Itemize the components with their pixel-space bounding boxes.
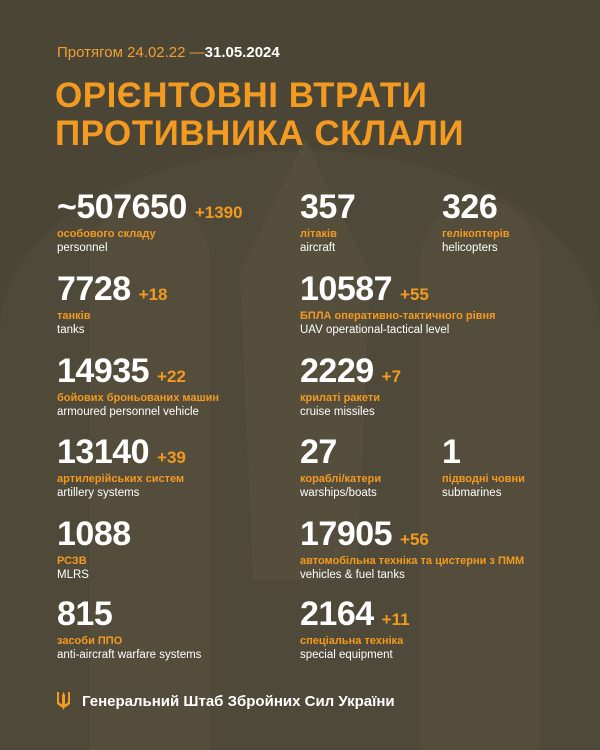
trident-icon — [57, 692, 70, 710]
stat-uav: 10587 +55 БПЛА оперативно-тактичного рівня… — [300, 272, 496, 337]
stat-label-ua: артилерійських систем — [57, 473, 185, 485]
stat-vehicles: 17905 +56 автомобільна техніка та цистерни… — [300, 517, 524, 582]
stat-value: 27 — [300, 433, 337, 471]
stat-label-en: cruise missiles — [300, 406, 375, 418]
stat-value: 2229 — [300, 352, 374, 390]
footer-text: Генеральний Штаб Збройних Сил України — [82, 692, 395, 710]
stat-label-en: special equipment — [300, 649, 393, 661]
stat-label-ua: РСЗВ — [57, 555, 87, 567]
stat-label-en: tanks — [57, 324, 85, 336]
period-text: Протягом 24.02.22 —31.05.2024 — [57, 44, 280, 61]
stat-value: 17905 — [300, 515, 393, 553]
stat-value: 1088 — [57, 515, 131, 553]
stat-mlrs: 1088 РСЗВ MLRS — [57, 517, 131, 582]
stat-label-en: vehicles & fuel tanks — [300, 569, 405, 581]
stat-number-row: 17905 +56 — [300, 517, 524, 551]
stat-value: ~507650 — [57, 188, 187, 226]
stat-label-en: UAV operational-tactical level — [300, 324, 450, 336]
stat-label-ua: спеціальна техніка — [300, 635, 404, 647]
stat-number-row: 14935 +22 — [57, 354, 219, 388]
title-line-1: ОРІЄНТОВНІ ВТРАТИ — [55, 76, 428, 115]
stat-delta: +11 — [381, 610, 410, 629]
stat-label-en: aircraft — [300, 242, 336, 254]
stat-number-row: 2229 +7 — [300, 354, 401, 388]
stat-number-row: 815 — [57, 597, 201, 631]
stat-number-row: 357 — [300, 188, 356, 226]
stat-number-row: 7728 +18 — [57, 272, 167, 306]
stat-value: 7728 — [57, 270, 131, 308]
stat-delta: +18 — [138, 285, 168, 304]
stat-delta: +56 — [400, 530, 429, 549]
stat-label-ua: танків — [57, 310, 91, 322]
stat-label-ua: БПЛА оперативно-тактичного рівня — [300, 310, 496, 322]
title-line-2: ПРОТИВНИКА СКЛАЛИ — [55, 114, 464, 153]
stat-value: 14935 — [57, 352, 150, 390]
stat-tanks: 7728 +18 танків tanks — [57, 272, 167, 337]
stat-label-en: armoured personnel vehicle — [57, 406, 199, 418]
stat-value: 13140 — [57, 433, 150, 471]
stat-label-ua: автомобільна техніка та цистерни з ПММ — [300, 555, 525, 567]
stat-delta: +22 — [157, 367, 186, 386]
background-shape-right — [420, 200, 540, 750]
stat-submarines: 1 підводні човни submarines — [442, 435, 525, 500]
stat-aircraft: 357 літаків aircraft — [300, 188, 356, 255]
stat-label-ua: підводні човни — [442, 473, 525, 485]
stat-label-ua: літаків — [300, 228, 337, 240]
stat-delta: +1390 — [194, 203, 243, 222]
stat-value: 815 — [57, 595, 113, 633]
stat-personnel: ~507650 +1390 особового складу personnel — [57, 190, 243, 255]
stat-number-row: 326 — [442, 190, 510, 224]
stat-anti-aircraft: 815 засоби ППО anti-aircraft warfare syste… — [57, 597, 201, 662]
period-start: Протягом 24.02.22 — — [57, 44, 205, 61]
stat-number-row: 10587 +55 — [300, 272, 496, 306]
stat-label-en: helicopters — [442, 242, 498, 254]
stat-label-en: MLRS — [57, 569, 89, 581]
stat-number-row: 1088 — [57, 517, 131, 551]
stat-number-row: 2164 +11 — [300, 597, 410, 631]
stat-number-row: 13140 +39 — [57, 435, 186, 469]
stat-label-ua: засоби ППО — [57, 635, 123, 647]
stat-delta: +7 — [381, 367, 402, 386]
stat-label-ua: особового складу — [57, 228, 156, 240]
stat-number-row: 1 — [442, 435, 525, 469]
stat-value: 1 — [442, 433, 461, 471]
stat-label-ua: бойових броньованих машин — [57, 392, 220, 404]
stat-value: 326 — [442, 188, 498, 226]
stat-value: 10587 — [300, 270, 393, 308]
stat-apv: 14935 +22 бойових броньованих машин armoure… — [57, 354, 219, 419]
stat-delta: +39 — [157, 448, 186, 467]
footer: Генеральний Штаб Збройних Сил України — [57, 692, 395, 710]
stat-value: 357 — [300, 188, 356, 226]
stat-label-en: submarines — [442, 487, 502, 499]
stat-label-en: artillery systems — [57, 487, 140, 499]
stat-artillery: 13140 +39 артилерійських систем artillery s… — [57, 435, 186, 500]
stat-delta: +55 — [400, 285, 429, 304]
stat-label-en: personnel — [57, 242, 108, 254]
background-shape-left — [90, 200, 210, 750]
period-end: 31.05.2024 — [204, 44, 280, 61]
stat-helicopters: 326 гелікоптерів helicopters — [442, 190, 510, 255]
stat-special-equipment: 2164 +11 спеціальна техніка special equipme… — [300, 597, 410, 662]
stat-label-en: warships/boats — [300, 487, 377, 499]
stat-label-ua: гелікоптерів — [442, 228, 510, 240]
stat-label-ua: крилаті ракети — [300, 392, 381, 404]
stat-label-en: anti-aircraft warfare systems — [57, 649, 202, 661]
stat-value: 2164 — [300, 595, 374, 633]
stat-label-ua: кораблі/катери — [300, 473, 382, 485]
stat-cruise-missiles: 2229 +7 крилаті ракети cruise missiles — [300, 354, 401, 419]
stat-warships: 27 кораблі/катери warships/boats — [300, 435, 381, 500]
stat-number-row: ~507650 +1390 — [57, 190, 243, 224]
stat-number-row: 27 — [300, 435, 381, 469]
